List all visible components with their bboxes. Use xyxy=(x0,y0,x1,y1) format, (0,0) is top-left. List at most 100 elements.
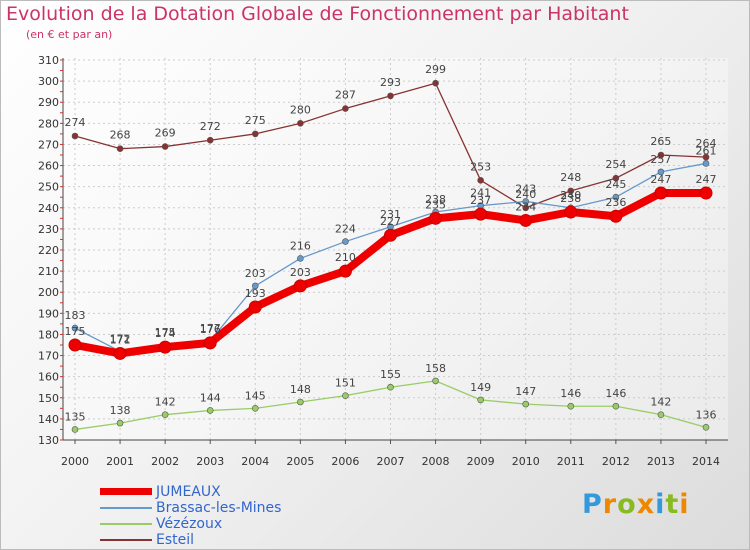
point-vezezoux-2003 xyxy=(206,407,214,414)
point-esteil-2001 xyxy=(116,145,124,152)
point-vezezoux-2013 xyxy=(657,411,665,418)
data-label-vezezoux-2000: 135 xyxy=(65,410,86,423)
data-label-esteil-2001: 268 xyxy=(110,129,131,142)
data-label-vezezoux-2006: 151 xyxy=(335,377,356,390)
x-tick-label-2001: 2001 xyxy=(106,455,134,468)
data-label-jumeaux-2003: 176 xyxy=(200,323,221,336)
data-label-jumeaux-2001: 171 xyxy=(110,333,131,346)
data-label-jumeaux-2012: 236 xyxy=(605,196,626,209)
data-label-vezezoux-2003: 144 xyxy=(200,391,221,404)
data-label-esteil-2003: 272 xyxy=(200,120,221,133)
legend-label-esteil: Esteil xyxy=(156,532,195,548)
data-label-esteil-2009: 253 xyxy=(470,160,491,173)
data-label-esteil-2006: 287 xyxy=(335,89,356,102)
point-vezezoux-2011 xyxy=(567,402,575,410)
point-brassac-les-mines-2010 xyxy=(522,198,530,205)
data-label-jumeaux-2008: 235 xyxy=(425,198,446,211)
y-tick-label-270: 270 xyxy=(38,138,59,151)
data-label-vezezoux-2002: 142 xyxy=(155,396,176,409)
data-label-esteil-2010: 240 xyxy=(515,188,536,201)
data-label-brassac-les-mines-2011: 240 xyxy=(560,189,581,202)
data-label-jumeaux-2014: 247 xyxy=(696,173,717,186)
point-esteil-2012 xyxy=(612,174,620,182)
point-vezezoux-2009 xyxy=(477,396,484,404)
data-label-brassac-les-mines-2000: 183 xyxy=(65,309,86,322)
logo-letter: t xyxy=(665,489,680,520)
point-vezezoux-2006 xyxy=(342,392,349,399)
data-label-vezezoux-2014: 136 xyxy=(696,408,717,421)
point-brassac-les-mines-2005 xyxy=(297,255,304,262)
point-jumeaux-2000 xyxy=(68,338,82,352)
logo-letter: o xyxy=(617,489,637,520)
legend-swatch-brassac xyxy=(100,507,152,509)
y-tick-label-240: 240 xyxy=(38,202,59,215)
x-tick-label-2003: 2003 xyxy=(196,455,224,468)
y-tick-label-150: 150 xyxy=(38,392,59,405)
point-brassac-les-mines-2006 xyxy=(342,238,349,245)
x-tick-label-2011: 2011 xyxy=(557,455,585,468)
point-vezezoux-2000 xyxy=(71,426,79,433)
y-tick-label-180: 180 xyxy=(38,328,59,341)
point-esteil-2006 xyxy=(342,105,349,112)
data-label-jumeaux-2010: 234 xyxy=(515,200,536,213)
data-label-jumeaux-2006: 210 xyxy=(335,251,356,264)
data-label-jumeaux-2000: 175 xyxy=(65,325,86,338)
data-label-brassac-les-mines-2014: 261 xyxy=(696,144,717,157)
y-tick-label-250: 250 xyxy=(38,181,59,194)
data-label-brassac-les-mines-2005: 216 xyxy=(290,239,311,252)
point-jumeaux-2001 xyxy=(113,346,127,360)
point-vezezoux-2010 xyxy=(522,400,530,408)
point-jumeaux-2002 xyxy=(158,340,172,354)
legend-swatch-vezezoux xyxy=(100,523,152,525)
data-label-vezezoux-2001: 138 xyxy=(110,404,131,417)
data-label-esteil-2002: 269 xyxy=(155,127,176,140)
point-esteil-2011 xyxy=(567,187,575,195)
point-esteil-2002 xyxy=(161,143,169,150)
point-vezezoux-2005 xyxy=(297,398,304,406)
data-label-vezezoux-2005: 148 xyxy=(290,383,311,396)
y-tick-label-170: 170 xyxy=(38,350,59,363)
point-vezezoux-2001 xyxy=(116,419,124,427)
data-label-brassac-les-mines-2002: 175 xyxy=(155,326,176,339)
legend-label-brassac: Brassac-les-Mines xyxy=(156,500,282,516)
data-label-vezezoux-2004: 145 xyxy=(245,389,266,402)
y-tick-label-260: 260 xyxy=(38,160,59,173)
point-jumeaux-2008 xyxy=(429,211,443,225)
data-label-esteil-2005: 280 xyxy=(290,103,311,116)
point-esteil-2009 xyxy=(477,177,484,184)
point-esteil-2003 xyxy=(206,136,214,144)
y-tick-label-190: 190 xyxy=(38,307,59,320)
data-label-vezezoux-2009: 149 xyxy=(470,381,491,394)
data-label-brassac-les-mines-2003: 177 xyxy=(200,322,221,335)
data-label-esteil-2008: 299 xyxy=(425,63,446,76)
data-label-esteil-2007: 293 xyxy=(380,76,401,89)
y-tick-label-130: 130 xyxy=(38,434,59,447)
data-label-brassac-les-mines-2001: 172 xyxy=(110,332,131,345)
point-esteil-2005 xyxy=(297,120,304,127)
data-label-vezezoux-2011: 146 xyxy=(560,387,581,400)
line-chart: 130 140 150 160 170 180 190 200 210 220 230 240 250 2… xyxy=(38,54,728,468)
data-label-brassac-les-mines-2008: 238 xyxy=(425,193,446,206)
y-tick-label-220: 220 xyxy=(38,244,59,257)
chart-title: Evolution de la Dotation Globale de Fonc… xyxy=(6,3,629,25)
y-tick-label-280: 280 xyxy=(38,117,59,130)
logo-letter: P xyxy=(582,489,603,520)
point-jumeaux-2007 xyxy=(384,228,397,242)
data-label-esteil-2013: 265 xyxy=(650,135,671,148)
x-tick-label-2008: 2008 xyxy=(422,455,450,468)
y-tick-label-200: 200 xyxy=(38,286,59,299)
data-label-jumeaux-2007: 227 xyxy=(380,215,401,228)
data-label-brassac-les-mines-2009: 241 xyxy=(470,187,491,200)
point-vezezoux-2002 xyxy=(161,411,169,418)
data-label-vezezoux-2007: 155 xyxy=(380,368,401,381)
y-tick-label-290: 290 xyxy=(38,96,59,109)
point-jumeaux-2003 xyxy=(203,336,217,350)
logo-letter: i xyxy=(655,489,666,520)
x-tick-label-2013: 2013 xyxy=(647,455,675,468)
data-label-brassac-les-mines-2013: 257 xyxy=(650,153,671,166)
y-tick-label-310: 310 xyxy=(38,54,59,67)
x-tick-label-2010: 2010 xyxy=(512,455,540,468)
point-brassac-les-mines-2012 xyxy=(612,193,620,201)
point-jumeaux-2010 xyxy=(519,213,533,227)
data-label-brassac-les-mines-2010: 243 xyxy=(515,182,536,195)
